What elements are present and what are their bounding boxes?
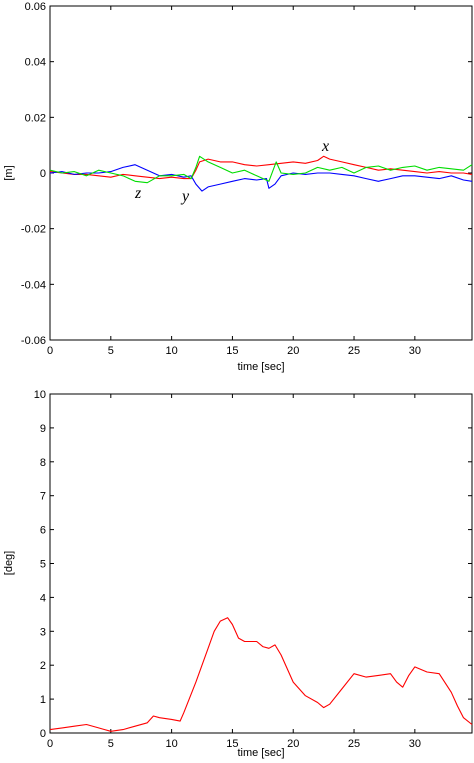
angle-plot-ytick-label: 6 [40, 525, 46, 537]
angle-plot-ytick-label: 10 [34, 389, 46, 401]
position-plot-xtick-label: 0 [47, 345, 53, 357]
angle-plot-ytick-label: 0 [40, 728, 46, 740]
position-plot-xtick-label: 5 [108, 345, 114, 357]
angle-plot-xlabel: time [sec] [237, 747, 284, 759]
angle-plot-xtick-label: 25 [348, 738, 360, 750]
angle-plot-ytick-label: 8 [40, 457, 46, 469]
position-plot-ytick-label: 0.02 [25, 112, 46, 124]
series-label-z: z [134, 185, 142, 202]
angle-plot-xtick-label: 30 [409, 738, 421, 750]
series-label-y: y [180, 188, 190, 205]
angle-plot-xtick-label: 20 [287, 738, 299, 750]
position-plot-series-y [49, 164, 473, 192]
angle-plot-ytick-label: 2 [40, 660, 46, 672]
angle-plot-xtick-label: 5 [108, 738, 114, 750]
position-plot: 0 5 10 15 20 25 30 -0.06 -0.04 -0.02 0 0.02 0.04 0.06… [3, 1, 473, 373]
position-plot-xtick-label: 10 [165, 345, 177, 357]
position-plot-ytick-label: 0.04 [25, 57, 46, 69]
angle-plot-xtick-label: 15 [226, 738, 238, 750]
angle-plot-ytick-label: 4 [40, 592, 46, 604]
angle-plot-frame [49, 393, 473, 734]
position-plot-series-x [49, 155, 473, 180]
position-plot-ticks: 0 5 10 15 20 25 30 -0.06 -0.04 -0.02 0 0.02 0.04 0.06 [21, 1, 472, 357]
position-plot-ytick-label: 0 [40, 168, 46, 180]
position-plot-ytick-label: -0.06 [21, 335, 46, 347]
angle-plot-ytick-label: 9 [40, 423, 46, 435]
angle-plot-series-line-0 [49, 617, 473, 732]
position-plot-ylabel: [m] [3, 165, 15, 180]
series-label-x: x [321, 138, 329, 155]
position-plot-xtick-label: 20 [287, 345, 299, 357]
angle-plot-ytick-label: 1 [40, 694, 46, 706]
angle-plot-ytick-label: 3 [40, 626, 46, 638]
position-plot-ytick-label: 0.06 [25, 1, 46, 13]
angle-plot-ticks: 0 5 10 15 20 25 30 0 1 2 3 4 5 6 7 8 9 10 [34, 389, 472, 750]
angle-plot-ylabel: [deg] [3, 551, 15, 575]
position-plot-xtick-label: 15 [226, 345, 238, 357]
position-plot-lines [49, 155, 473, 192]
position-plot-ytick-label: -0.02 [21, 224, 46, 236]
angle-plot-xtick-label: 0 [47, 738, 53, 750]
position-plot-frame [49, 5, 473, 341]
angle-plot-xtick-label: 10 [165, 738, 177, 750]
angle-plot-lines [49, 617, 473, 732]
position-plot-series-z [49, 155, 473, 184]
angle-plot-ytick-label: 7 [40, 491, 46, 503]
position-plot-ytick-label: -0.04 [21, 279, 46, 291]
angle-plot: 0 5 10 15 20 25 30 0 1 2 3 4 5 6 7 8 9 10 time [sec] [deg… [3, 389, 473, 759]
position-plot-xtick-label: 30 [409, 345, 421, 357]
position-plot-xtick-label: 25 [348, 345, 360, 357]
position-plot-xlabel: time [sec] [237, 361, 284, 373]
angle-plot-ytick-label: 5 [40, 559, 46, 571]
